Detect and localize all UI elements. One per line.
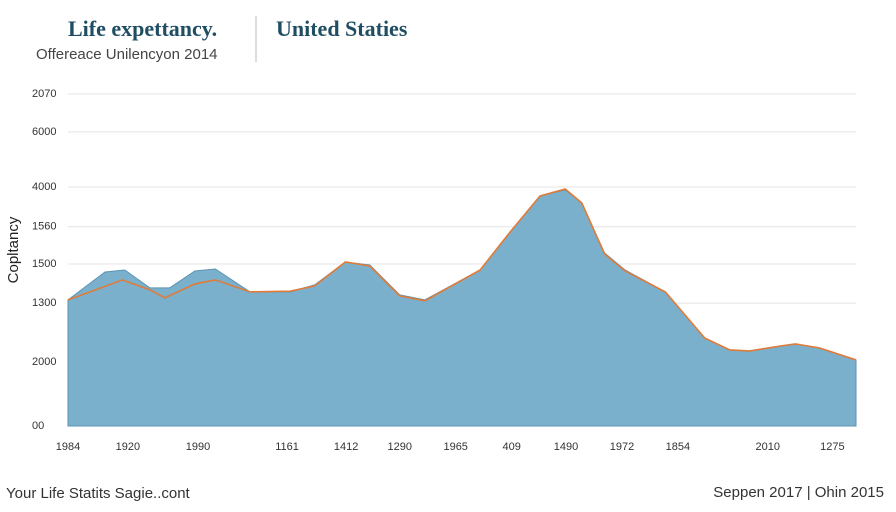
x-tick-label: 1972 xyxy=(610,441,634,453)
line xyxy=(67,188,857,361)
area xyxy=(67,189,857,427)
x-tick-label: 1412 xyxy=(334,441,358,453)
y-tick-label: 2000 xyxy=(32,356,56,368)
chart-title: Life expettancy. xyxy=(68,16,217,41)
x-tick-label: 1490 xyxy=(554,441,578,453)
y-tick-label: 2070 xyxy=(32,88,56,100)
y-tick-label: 4000 xyxy=(32,181,56,193)
x-tick-label: 1920 xyxy=(116,441,140,453)
y-tick-label: 1500 xyxy=(32,258,56,270)
y-tick-label: 6000 xyxy=(32,126,56,138)
y-tick-label: 00 xyxy=(32,420,44,432)
x-tick-label: 2010 xyxy=(756,441,780,453)
chart-title-right: United Staties xyxy=(276,16,408,41)
x-tick-label: 1275 xyxy=(820,441,844,453)
y-tick-label: 1300 xyxy=(32,297,56,309)
x-tick-label: 1161 xyxy=(275,441,299,453)
x-tick-label: 1854 xyxy=(666,441,690,453)
y-axis-title: Copltancy xyxy=(5,216,22,283)
x-tick-label: 1984 xyxy=(56,441,80,453)
x-tick-label: 1290 xyxy=(388,441,412,453)
x-tick-label: 409 xyxy=(502,441,520,453)
footer-right: Seppen 2017 | Ohin 2015 xyxy=(713,484,884,501)
y-tick-label: 1560 xyxy=(32,221,56,233)
chart-subtitle: Offereace Unilencyon 2014 xyxy=(36,46,218,63)
x-tick-label: 1965 xyxy=(443,441,467,453)
x-tick-label: 1990 xyxy=(186,441,210,453)
footer-left: Your Life Statits Sagie..cont xyxy=(6,485,191,502)
